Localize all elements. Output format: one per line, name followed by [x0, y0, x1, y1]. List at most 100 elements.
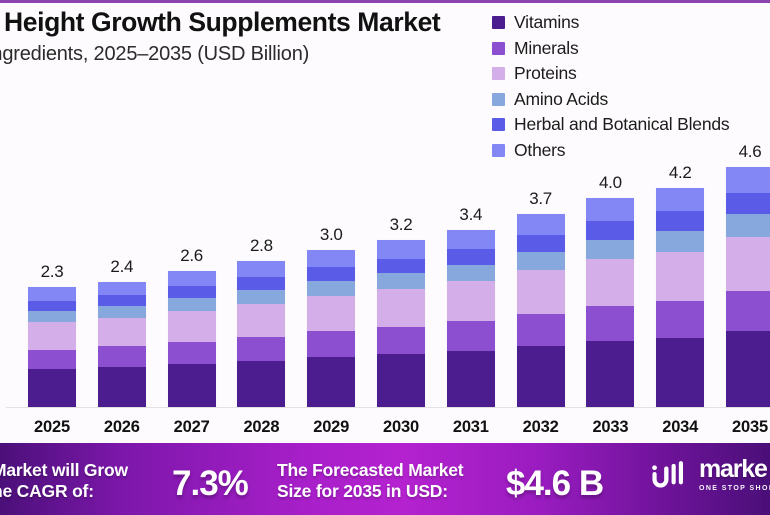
bar-segment[interactable] — [726, 193, 770, 214]
logo-mark-icon — [650, 459, 690, 491]
bar-segment[interactable] — [97, 346, 146, 368]
bar-segment[interactable] — [586, 306, 635, 342]
bar-column[interactable] — [167, 271, 216, 407]
bar-segment[interactable] — [516, 313, 565, 346]
bar-segment[interactable] — [656, 211, 705, 231]
bar-segment[interactable] — [28, 322, 76, 350]
bar-segment[interactable] — [656, 337, 705, 407]
bar-segment[interactable] — [97, 281, 146, 296]
legend-item[interactable]: Proteins — [492, 61, 770, 87]
bar-column[interactable] — [726, 167, 770, 407]
bar-segment[interactable] — [516, 251, 565, 270]
bar-column[interactable] — [586, 198, 635, 407]
bar-segment[interactable] — [586, 221, 635, 240]
bar-segment[interactable] — [307, 357, 356, 407]
bar-segment[interactable] — [307, 331, 356, 358]
bar-segment[interactable] — [307, 250, 356, 268]
bar-segment[interactable] — [237, 303, 286, 337]
legend-swatch-icon — [492, 41, 505, 55]
bar-segment[interactable] — [237, 336, 286, 362]
bar-column[interactable] — [237, 260, 286, 407]
bar-segment[interactable] — [167, 310, 216, 342]
bar-column[interactable] — [307, 250, 356, 407]
bar-column[interactable] — [656, 187, 705, 407]
chart-header: bal Height Growth Supplements Market by … — [0, 7, 520, 66]
bar-segment[interactable] — [307, 280, 356, 296]
legend-item[interactable]: Herbal and Botanical Blends — [492, 112, 770, 138]
bar-segment[interactable] — [28, 300, 76, 311]
bar-column[interactable] — [446, 229, 495, 407]
bar-segment[interactable] — [307, 267, 356, 281]
bar-segment[interactable] — [97, 318, 146, 347]
bar-segment[interactable] — [97, 306, 146, 319]
bar-column[interactable] — [97, 281, 146, 407]
forecast-caption-line1: The Forecasted Market — [277, 460, 464, 480]
cagr-value: 7.3% — [172, 464, 249, 503]
bar-segment[interactable] — [28, 369, 76, 407]
bar-value-label: 4.6 — [738, 142, 762, 161]
bar-segment[interactable] — [726, 291, 770, 332]
legend-swatch-icon — [492, 16, 505, 30]
bar-segment[interactable] — [516, 269, 565, 314]
bar-segment[interactable] — [307, 295, 356, 332]
bar-segment[interactable] — [237, 289, 286, 304]
legend-item[interactable]: Others — [492, 138, 770, 164]
bar-segment[interactable] — [377, 326, 425, 355]
bar-value-label: 4.2 — [668, 162, 692, 182]
legend-item[interactable]: Amino Acids — [492, 87, 770, 113]
brand-logo[interactable]: marke ONE STOP SHOP FOR — [650, 457, 770, 492]
bar-segment[interactable] — [446, 264, 495, 282]
bar-segment[interactable] — [656, 251, 705, 302]
bar-column[interactable] — [516, 213, 565, 407]
bar-segment[interactable] — [167, 341, 216, 365]
bar-segment[interactable] — [237, 361, 286, 407]
legend-label: Herbal and Botanical Blends — [514, 114, 730, 135]
bar-segment[interactable] — [377, 354, 425, 407]
bar-segment[interactable] — [97, 295, 146, 307]
bar-segment[interactable] — [516, 234, 565, 252]
bar-segment[interactable] — [377, 240, 425, 259]
bar-column[interactable] — [28, 287, 76, 407]
legend-label: Minerals — [514, 37, 579, 58]
legend-item[interactable]: Minerals — [492, 36, 770, 62]
x-axis-label: 2031 — [452, 418, 489, 436]
bar-segment[interactable] — [656, 301, 705, 338]
bar-segment[interactable] — [726, 167, 770, 194]
bar-segment[interactable] — [446, 321, 495, 352]
bar-segment[interactable] — [97, 367, 146, 407]
bar-segment[interactable] — [516, 345, 565, 407]
bar-segment[interactable] — [237, 277, 286, 290]
bar-segment[interactable] — [167, 297, 216, 311]
bar-segment[interactable] — [656, 187, 705, 212]
legend-swatch-icon — [492, 92, 505, 106]
bar-segment[interactable] — [656, 230, 705, 252]
bar-segment[interactable] — [446, 229, 495, 249]
bar-column[interactable] — [377, 240, 425, 407]
bar-segment[interactable] — [446, 281, 495, 322]
bar-segment[interactable] — [28, 287, 76, 301]
bar-segment[interactable] — [377, 273, 425, 290]
bar-segment[interactable] — [446, 351, 495, 407]
bar-segment[interactable] — [726, 236, 770, 292]
bar-segment[interactable] — [28, 349, 76, 370]
bar-segment[interactable] — [237, 260, 286, 278]
x-axis-label: 2026 — [103, 418, 140, 436]
bar-segment[interactable] — [28, 310, 76, 323]
bar-segment[interactable] — [377, 258, 425, 274]
bar-segment[interactable] — [586, 341, 635, 407]
bar-segment[interactable] — [167, 285, 216, 298]
bar-value-label: 3.4 — [459, 204, 483, 224]
bar-segment[interactable] — [726, 213, 770, 237]
x-axis-label: 2033 — [592, 418, 629, 436]
bar-segment[interactable] — [516, 213, 565, 235]
legend-item[interactable]: Vitamins — [492, 10, 770, 36]
bar-segment[interactable] — [167, 364, 216, 407]
bar-segment[interactable] — [167, 271, 216, 286]
bar-segment[interactable] — [586, 239, 635, 260]
bar-segment[interactable] — [446, 248, 495, 265]
bar-value-label: 4.0 — [599, 173, 622, 193]
bar-segment[interactable] — [586, 259, 635, 307]
bar-segment[interactable] — [377, 289, 425, 327]
bar-segment[interactable] — [726, 331, 770, 407]
bar-segment[interactable] — [586, 198, 635, 222]
